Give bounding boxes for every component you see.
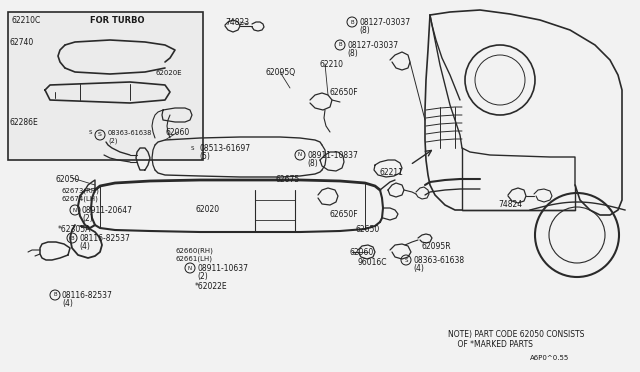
Text: N: N <box>188 266 192 270</box>
Text: 62675: 62675 <box>275 175 300 184</box>
Bar <box>8 12 203 160</box>
Text: 96016C: 96016C <box>358 258 387 267</box>
Text: (4): (4) <box>79 242 90 251</box>
Text: (4): (4) <box>413 264 424 273</box>
Text: 62210: 62210 <box>320 60 344 69</box>
Text: (8): (8) <box>347 49 358 58</box>
Text: 08911-10637: 08911-10637 <box>197 264 248 273</box>
Text: (8): (8) <box>359 26 370 35</box>
Text: N: N <box>298 153 302 157</box>
Text: NOTE) PART CODE 62050 CONSISTS: NOTE) PART CODE 62050 CONSISTS <box>448 330 584 339</box>
Text: 62740: 62740 <box>10 38 35 47</box>
Text: *62022E: *62022E <box>195 282 228 291</box>
Text: S: S <box>404 257 408 263</box>
Text: 62650F: 62650F <box>330 88 358 97</box>
Text: 62050: 62050 <box>55 175 79 184</box>
Text: 62674(LH): 62674(LH) <box>62 196 99 202</box>
Text: 08911-20647: 08911-20647 <box>82 206 133 215</box>
Text: 62020: 62020 <box>195 205 219 214</box>
Text: 08116-82537: 08116-82537 <box>62 291 113 300</box>
Text: 08911-10837: 08911-10837 <box>307 151 358 160</box>
Text: 62095Q: 62095Q <box>265 68 295 77</box>
Text: 62060: 62060 <box>350 248 374 257</box>
Text: (8): (8) <box>307 159 317 168</box>
Text: (2): (2) <box>197 272 208 281</box>
Text: B: B <box>350 19 354 25</box>
Text: 62650F: 62650F <box>330 210 358 219</box>
Text: 62660(RH): 62660(RH) <box>175 248 213 254</box>
Text: (2): (2) <box>82 214 93 223</box>
Text: 62673(RH): 62673(RH) <box>62 188 100 195</box>
Text: (5): (5) <box>199 152 210 161</box>
Text: (2): (2) <box>108 138 118 144</box>
Text: S: S <box>190 145 194 151</box>
Text: 62095R: 62095R <box>422 242 452 251</box>
Text: *62305A: *62305A <box>58 225 92 234</box>
Text: (4): (4) <box>62 299 73 308</box>
Text: 08127-03037: 08127-03037 <box>359 18 410 27</box>
Text: A6P0^0.55: A6P0^0.55 <box>530 355 569 361</box>
Text: 62210C: 62210C <box>12 16 41 25</box>
Text: 62661(LH): 62661(LH) <box>175 256 212 263</box>
Text: 62020E: 62020E <box>155 70 182 76</box>
Text: OF *MARKED PARTS: OF *MARKED PARTS <box>448 340 533 349</box>
Text: 62211: 62211 <box>380 168 404 177</box>
Text: S: S <box>88 131 92 135</box>
Text: 62060: 62060 <box>165 128 189 137</box>
Text: 08363-61638: 08363-61638 <box>108 130 152 136</box>
Text: 74823: 74823 <box>225 18 249 27</box>
Text: FOR TURBO: FOR TURBO <box>90 16 145 25</box>
Text: 08127-03037: 08127-03037 <box>347 41 398 50</box>
Text: 08513-61697: 08513-61697 <box>199 144 250 153</box>
Text: B: B <box>338 42 342 48</box>
Text: 62286E: 62286E <box>10 118 39 127</box>
Text: B: B <box>70 235 74 241</box>
Text: 08363-61638: 08363-61638 <box>413 256 464 265</box>
Text: 62650: 62650 <box>355 225 380 234</box>
Text: N: N <box>73 208 77 212</box>
Text: 08116-82537: 08116-82537 <box>79 234 130 243</box>
Text: 74824: 74824 <box>498 200 522 209</box>
Text: S: S <box>98 132 102 138</box>
Text: B: B <box>53 292 57 298</box>
